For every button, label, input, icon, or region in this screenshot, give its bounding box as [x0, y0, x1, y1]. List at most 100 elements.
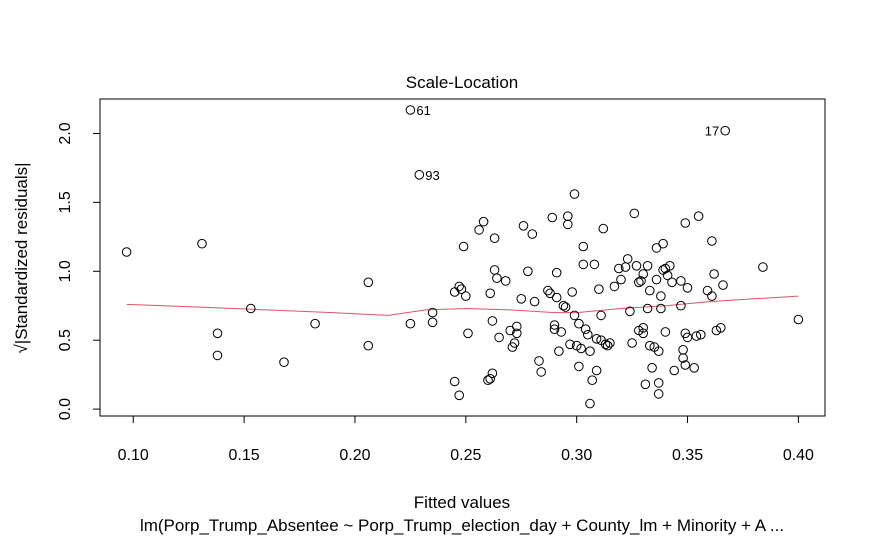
point-label: 61 — [416, 103, 430, 118]
data-point — [556, 327, 567, 337]
data-point — [565, 339, 575, 350]
data-point — [551, 267, 562, 278]
x-tick-label: 0.15 — [229, 447, 260, 464]
smooth-line — [126, 295, 799, 316]
data-point — [454, 281, 465, 292]
data-point — [549, 320, 560, 330]
data-point — [279, 357, 289, 368]
data-points — [121, 105, 804, 409]
data-point — [487, 316, 498, 326]
data-point — [574, 361, 584, 372]
data-point — [483, 375, 493, 386]
data-point — [707, 236, 717, 246]
data-point — [456, 284, 467, 295]
x-tick-label: 0.10 — [118, 447, 149, 464]
data-point — [567, 287, 578, 297]
data-point — [651, 274, 662, 285]
point-label: 17 — [705, 124, 719, 139]
data-point — [549, 324, 560, 335]
data-point — [246, 303, 256, 314]
data-point — [591, 365, 602, 376]
data-point — [660, 327, 671, 337]
data-point — [547, 212, 558, 223]
data-point — [691, 331, 702, 341]
data-point — [516, 294, 527, 304]
data-point — [512, 328, 522, 339]
y-tick-label: 0.5 — [57, 329, 74, 351]
data-point — [616, 274, 626, 285]
data-point — [600, 339, 611, 350]
data-point — [680, 218, 691, 228]
data-point — [363, 340, 374, 351]
data-point — [212, 328, 223, 339]
x-tick-label: 0.25 — [450, 447, 481, 464]
data-point — [509, 338, 520, 348]
data-point — [583, 329, 593, 340]
data-point — [405, 318, 416, 329]
data-point — [653, 378, 664, 388]
data-point — [458, 241, 469, 252]
data-point — [647, 363, 657, 373]
data-point — [489, 233, 500, 243]
data-point — [197, 238, 207, 249]
x-tick-label: 0.30 — [561, 447, 592, 464]
model-formula-subtitle: lm(Porp_Trump_Absentee ~ Porp_Trump_elec… — [140, 516, 784, 535]
data-point — [585, 398, 595, 409]
data-point — [594, 284, 604, 295]
data-point — [558, 300, 569, 311]
data-point — [474, 225, 484, 235]
data-point — [680, 360, 691, 370]
data-point — [212, 350, 223, 361]
data-point — [463, 328, 473, 339]
data-point — [461, 291, 471, 301]
point-labels: 61 93 17 — [416, 103, 719, 183]
data-point — [720, 125, 731, 136]
data-point — [529, 296, 540, 307]
y-tick-label: 2.0 — [57, 122, 74, 144]
x-axis-title: Fitted values — [414, 493, 510, 512]
data-point — [427, 317, 438, 328]
data-point — [478, 216, 489, 227]
data-point — [543, 285, 553, 296]
data-point — [485, 374, 496, 384]
data-point — [574, 318, 584, 329]
data-point — [636, 276, 646, 286]
point-label: 93 — [425, 168, 439, 183]
data-point — [696, 329, 706, 340]
data-point — [693, 211, 704, 221]
data-point — [758, 262, 768, 272]
data-point — [518, 221, 529, 231]
data-point — [665, 261, 675, 271]
y-tick-label: 1.5 — [57, 191, 74, 213]
data-point — [638, 328, 649, 339]
data-point — [658, 238, 668, 249]
x-tick-label: 0.35 — [672, 447, 703, 464]
data-point — [454, 390, 465, 401]
data-point — [602, 340, 613, 351]
data-point — [569, 189, 580, 199]
data-point — [598, 223, 609, 234]
x-tick-label: 0.20 — [339, 447, 370, 464]
data-point — [121, 247, 132, 257]
data-point — [634, 277, 644, 288]
data-point — [578, 259, 589, 270]
data-point — [605, 338, 615, 348]
data-point — [414, 170, 425, 180]
data-point — [485, 288, 496, 299]
data-point — [500, 276, 511, 286]
data-point — [554, 346, 564, 357]
data-point — [645, 340, 655, 351]
data-point — [527, 229, 538, 239]
data-point — [551, 292, 562, 303]
data-point — [563, 211, 573, 221]
data-point — [580, 324, 591, 335]
data-point — [627, 338, 637, 348]
data-point — [492, 273, 502, 284]
data-point — [656, 291, 666, 301]
data-point — [589, 259, 600, 270]
data-point — [718, 280, 728, 290]
data-point — [578, 241, 589, 252]
data-point — [638, 269, 649, 279]
data-point — [587, 375, 598, 386]
